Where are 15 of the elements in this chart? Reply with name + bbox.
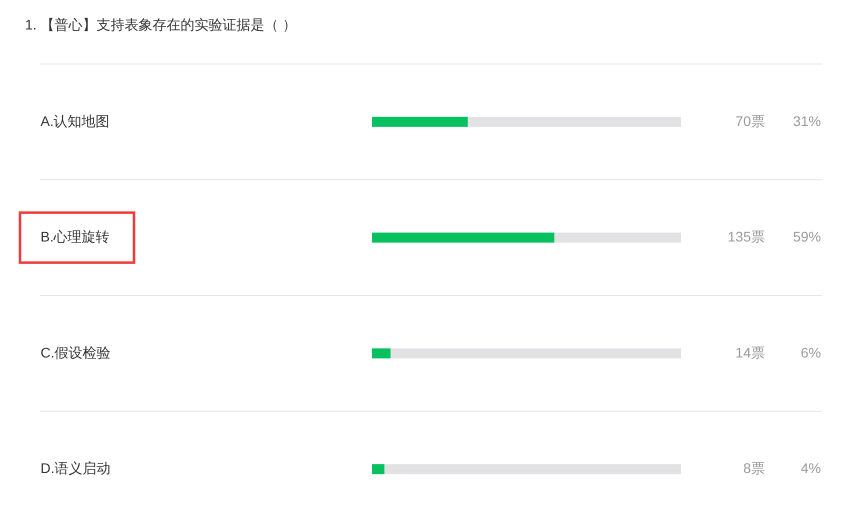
text: 8票	[743, 460, 765, 476]
y-tick-label: D.语义启动	[40, 460, 110, 476]
y-tick-label: C.假设检验	[40, 344, 110, 360]
text: 70票	[735, 112, 765, 129]
data-label: 59%	[792, 228, 821, 245]
text: 135票	[728, 228, 765, 245]
bar	[372, 464, 384, 474]
y-tick-label: A.认知地图	[40, 112, 110, 129]
y-tick-label: B.心理旋转	[40, 228, 110, 245]
data-label: 31%	[792, 112, 821, 129]
text: 14票	[735, 344, 765, 360]
text: 1. 【普心】支持表象存在的实验证据是（ ）	[25, 16, 296, 32]
bar	[372, 348, 391, 358]
data-label: 4%	[800, 460, 821, 476]
data-label: 6%	[800, 344, 821, 360]
